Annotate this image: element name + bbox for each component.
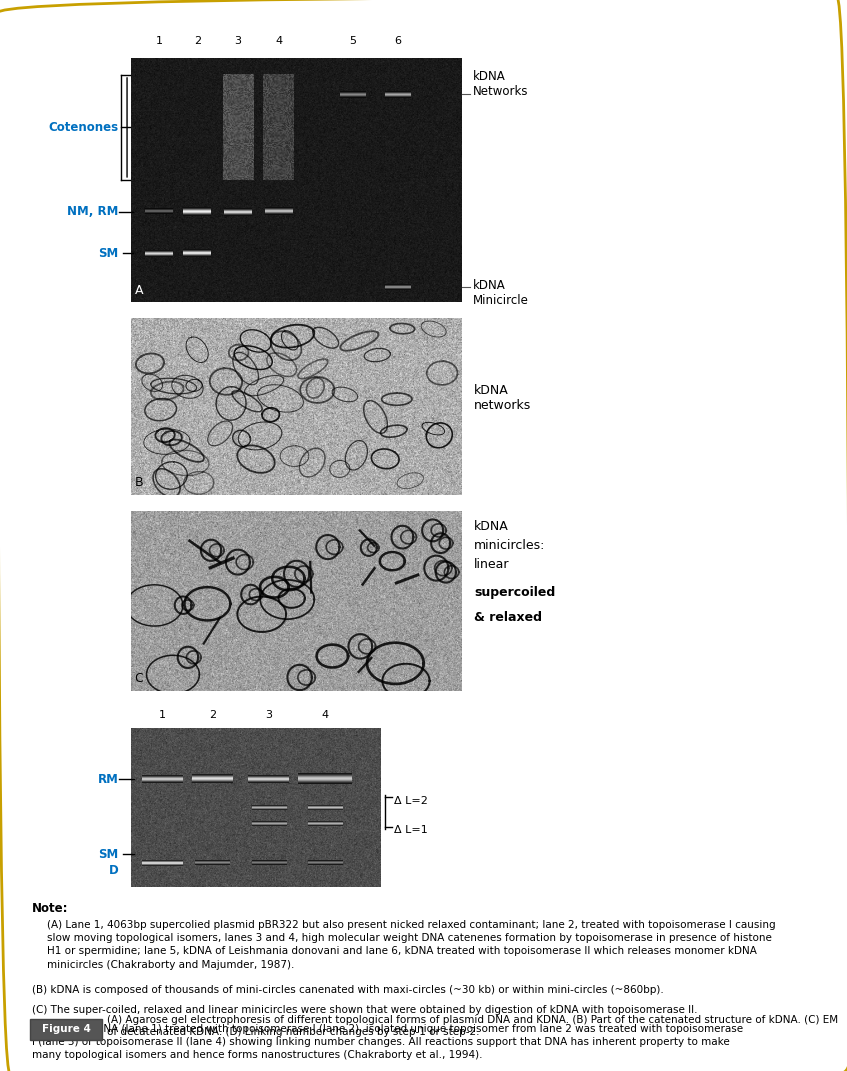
Text: Cotenones: Cotenones	[48, 121, 119, 134]
Text: supercoiled: supercoiled	[474, 586, 556, 600]
Text: 4: 4	[321, 710, 329, 721]
Text: Δ L=1: Δ L=1	[394, 825, 428, 834]
Text: linear: linear	[474, 558, 510, 572]
Text: (B) kDNA is composed of thousands of mini-circles canenated with maxi-circles (~: (B) kDNA is composed of thousands of min…	[32, 985, 664, 995]
Text: SM: SM	[98, 246, 119, 259]
Text: B: B	[135, 477, 143, 489]
Text: (D) Plasmid DNA (lane 1) treated with topoisomerase I (lane 2), isolated unique : (D) Plasmid DNA (lane 1) treated with to…	[32, 1024, 744, 1060]
Text: & relaxed: & relaxed	[474, 610, 542, 624]
Text: Note:: Note:	[32, 902, 69, 915]
Text: kDNA
networks: kDNA networks	[474, 383, 532, 411]
Text: 4: 4	[275, 35, 282, 46]
Text: NM, RM: NM, RM	[67, 206, 119, 218]
Text: (A) Agarose gel electrophoresis of different topological forms of plasmid DNA an: (A) Agarose gel electrophoresis of diffe…	[107, 1014, 838, 1038]
Text: A: A	[135, 284, 143, 297]
Text: minicircles:: minicircles:	[474, 539, 545, 553]
Text: 1: 1	[159, 710, 166, 721]
Text: Δ L=2: Δ L=2	[394, 796, 428, 806]
Text: 6: 6	[395, 35, 401, 46]
Text: kDNA: kDNA	[474, 519, 509, 533]
Text: kDNA
Networks: kDNA Networks	[473, 70, 529, 97]
Text: 2: 2	[209, 710, 216, 721]
Text: 5: 5	[349, 35, 356, 46]
Text: 1: 1	[156, 35, 163, 46]
Text: RM: RM	[97, 772, 119, 785]
Text: (A) Lane 1, 4063bp supercolied plasmid pBR322 but also present nicked relaxed co: (A) Lane 1, 4063bp supercolied plasmid p…	[47, 920, 775, 969]
Text: 2: 2	[194, 35, 201, 46]
Text: SM: SM	[98, 848, 119, 861]
Text: (C) The super-coiled, relaxed and linear minicircles were shown that were obtain: (C) The super-coiled, relaxed and linear…	[32, 1005, 698, 1014]
Text: 3: 3	[265, 710, 272, 721]
Text: 3: 3	[235, 35, 241, 46]
Text: kDNA
Minicircle: kDNA Minicircle	[473, 278, 529, 306]
Text: C: C	[135, 673, 143, 685]
Text: Figure 4: Figure 4	[42, 1024, 91, 1035]
Text: D: D	[108, 864, 119, 877]
